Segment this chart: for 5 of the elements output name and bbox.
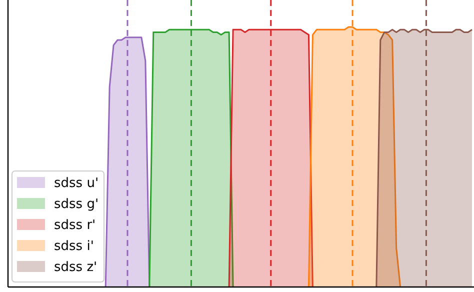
legend-label: sdss r' (54, 218, 96, 233)
legend-label: sdss z' (54, 260, 98, 275)
legend-label: sdss u' (54, 176, 99, 191)
legend-label: sdss i' (54, 239, 94, 254)
legend-label: sdss g' (54, 197, 99, 212)
